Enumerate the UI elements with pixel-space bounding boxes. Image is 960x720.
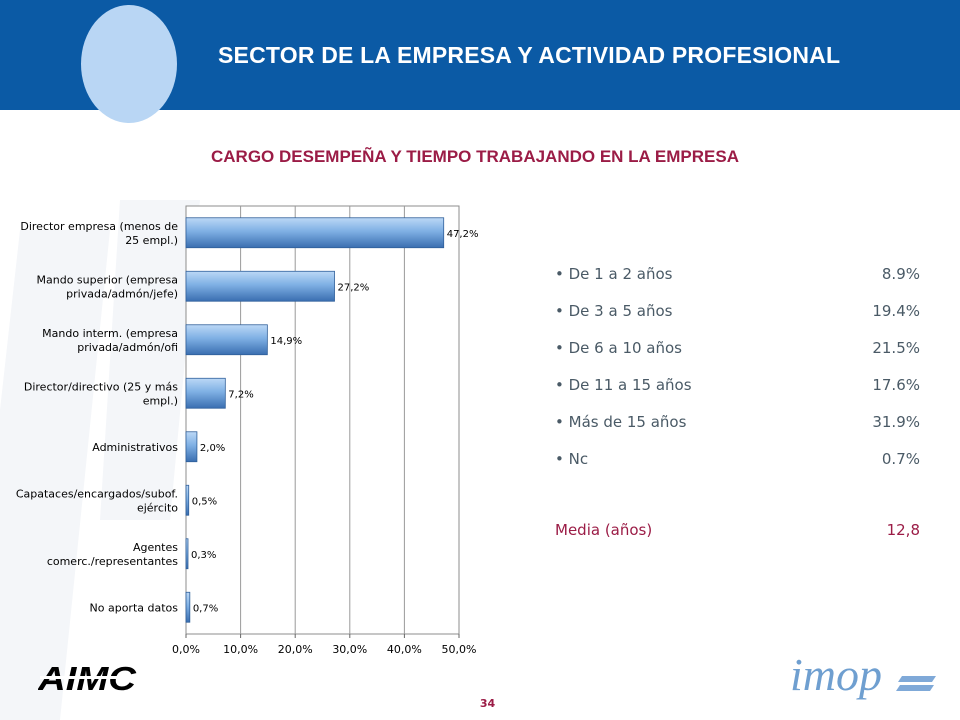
data-label: 0,3%	[191, 550, 216, 561]
x-tick-label: 50,0%	[442, 643, 477, 656]
bar	[185, 484, 190, 516]
data-label: 14,9%	[270, 336, 302, 347]
bar	[185, 591, 191, 623]
list-item-label: Más de 15 años	[555, 413, 687, 450]
header-circle	[81, 5, 177, 123]
list-item-value: 31.9%	[872, 413, 920, 431]
list-item-value: 21.5%	[872, 339, 920, 357]
media-row: Media (años) 12,8	[555, 521, 920, 539]
list-item: De 6 a 10 años 21.5%	[555, 339, 920, 376]
list-item-label: Nc	[555, 450, 588, 487]
list-item: Más de 15 años 31.9%	[555, 413, 920, 450]
chart-subtitle: CARGO DESEMPEÑA Y TIEMPO TRABAJANDO EN L…	[210, 147, 739, 166]
watermark-logo	[0, 200, 200, 720]
category-label: empl.)	[143, 394, 178, 407]
data-label: 0,5%	[192, 496, 217, 507]
x-tick-label: 0,0%	[172, 643, 200, 656]
list-item: De 11 a 15 años 17.6%	[555, 376, 920, 413]
data-label: 7,2%	[228, 389, 253, 400]
category-label: Capataces/encargados/subof.	[16, 487, 178, 500]
category-label: privada/admón/ofi	[77, 341, 178, 354]
plot-area	[185, 205, 460, 635]
list-item-label: De 3 a 5 años	[555, 302, 673, 339]
aimc-logo-stripe	[40, 676, 136, 679]
category-label: Mando interm. (empresa	[42, 327, 178, 340]
category-label: No aporta datos	[90, 601, 179, 614]
aimc-logo: AIMC	[38, 662, 137, 694]
x-tick-label: 10,0%	[223, 643, 258, 656]
category-label: Agentes	[133, 541, 178, 554]
list-item-value: 0.7%	[881, 450, 920, 468]
page-title: SECTOR DE LA EMPRESA Y ACTIVIDAD PROFESI…	[218, 42, 841, 68]
imop-logo-bar	[896, 685, 934, 691]
category-label: comerc./representantes	[47, 555, 178, 568]
list-item-label: De 6 a 10 años	[555, 339, 682, 376]
list-item-value: 19.4%	[872, 302, 920, 320]
list-item-label: De 1 a 2 años	[555, 265, 673, 302]
data-label: 47,2%	[447, 229, 479, 240]
list-item-value: 8.9%	[881, 265, 920, 283]
media-value: 12,8	[886, 521, 920, 539]
data-label: 2,0%	[200, 443, 225, 454]
bar	[185, 431, 198, 463]
tenure-list: De 1 a 2 años 8.9% De 3 a 5 años 19.4% D…	[555, 265, 920, 487]
list-item: Nc 0.7%	[555, 450, 920, 487]
x-tick-label: 30,0%	[332, 643, 367, 656]
x-tick-label: 40,0%	[387, 643, 422, 656]
category-label: Administrativos	[92, 441, 178, 454]
list-item: De 3 a 5 años 19.4%	[555, 302, 920, 339]
bar	[185, 217, 445, 249]
bar	[185, 270, 335, 302]
data-label: 27,2%	[338, 282, 370, 293]
imop-logo-text: imop	[790, 650, 882, 700]
data-label: 0,7%	[193, 603, 218, 614]
media-label: Media (años)	[555, 521, 653, 539]
category-label: 25 empl.)	[125, 234, 178, 247]
list-item-value: 17.6%	[872, 376, 920, 394]
bar	[185, 377, 226, 409]
bar	[185, 538, 189, 570]
category-label: ejército	[137, 501, 178, 514]
imop-logo-bar	[898, 676, 936, 682]
imop-logo: imop	[790, 650, 936, 700]
bar-chart: 0,0% 10,0% 20,0% 30,0% 40,0% 50,0% 47,2% Direct…	[16, 205, 479, 656]
page-number: 34	[479, 697, 496, 710]
bar	[185, 324, 268, 356]
list-item: De 1 a 2 años 8.9%	[555, 265, 920, 302]
list-item-label: De 11 a 15 años	[555, 376, 692, 413]
category-label: Director/directivo (25 y más	[24, 380, 178, 393]
category-label: Director empresa (menos de	[20, 220, 178, 233]
category-label: Mando superior (empresa	[37, 273, 178, 286]
category-label: privada/admón/jefe)	[66, 287, 178, 300]
x-tick-label: 20,0%	[278, 643, 313, 656]
